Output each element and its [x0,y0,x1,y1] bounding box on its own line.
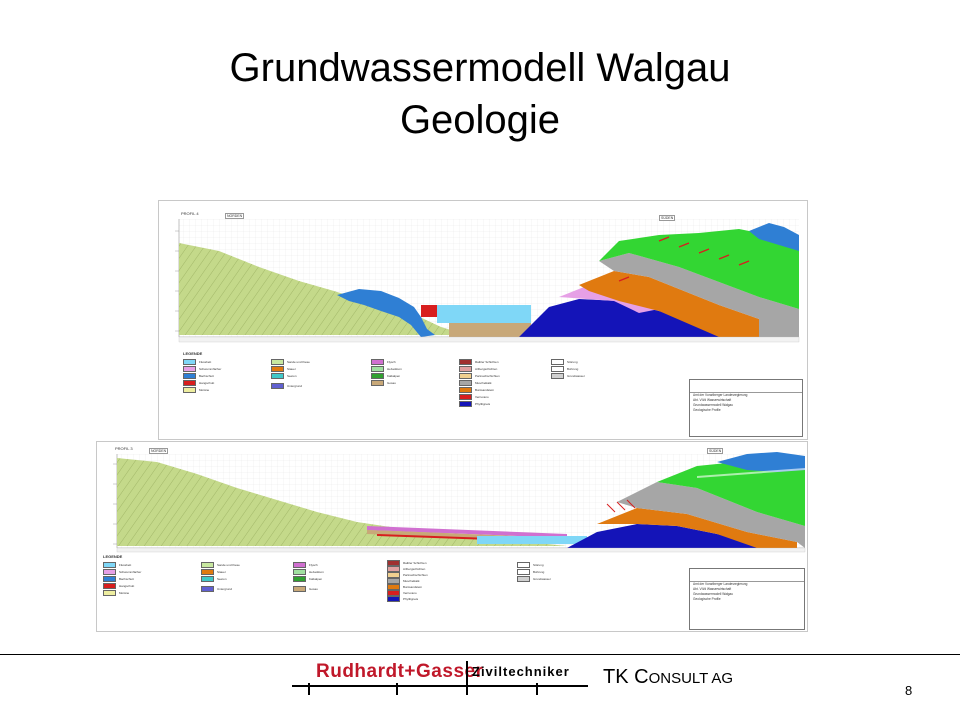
legend-item: Flussbett [103,562,131,568]
profile-bottom-legend-heading: LEGENDE [103,554,123,559]
legend-item: Flussbett [183,359,211,365]
legend-item: Sande und Kiese [201,562,240,568]
ziviltechniker-label: Ziviltechniker [472,664,570,679]
legend-item: Hangschutt [103,583,134,589]
legend-item: Phyllitgneis [387,596,418,602]
legend-item: Störung [551,359,578,365]
fault-block [421,305,437,317]
legend-item: Grundwasser [517,576,551,582]
legend-item: Untergrund [271,383,302,389]
tk-consult-prefix: TK C [603,666,649,688]
page-number: 8 [905,683,913,698]
legend-item: Buntsandstein [459,387,494,393]
valley-layers-pink [367,526,567,538]
legend-item: Gosau [293,586,318,592]
legend-item: Störung [517,562,544,568]
title-line-1: Grundwassermodell Walgau [229,46,731,90]
limestone-top-right [717,452,805,472]
legend-item: Seeton [201,576,227,582]
geological-profile-top: PROFIL 4 NORDEN SÜDEN LEGENDE Flussbett … [158,200,808,440]
legend-item: Flysch [371,359,396,365]
legend-item: Arlbergschichten [387,566,425,572]
legend-item: Stauer [271,366,296,372]
legend-item: Bachschutt [183,373,214,379]
gray-layer [599,253,799,337]
fault-ticks [618,236,750,282]
groundwater-zone [477,536,587,544]
orange-layer [597,508,797,548]
profile-top-north-label: NORDEN [225,213,245,219]
pink-layer [559,285,659,313]
legend-item: Bohrung [551,366,578,372]
slide-title: Grundwassermodell Walgau Geologie [0,42,960,146]
legend-item: Stauer [201,569,226,575]
navy-layer [567,524,757,548]
profile-bottom-north-label: NORDEN [149,448,169,454]
green-layer [657,458,805,526]
legend-item: Bohrung [517,569,544,575]
groundwater-zone [437,305,531,323]
geological-profile-bottom: PROFIL 3 NORDEN SÜDEN LEGENDE Flussbett … [96,441,808,632]
legend-item: Gosau [371,380,396,386]
profile-top-label: PROFIL 4 [181,211,199,216]
legend-item: Schwemmfächer [103,569,141,575]
legend-item: Phyllitgneis [459,401,490,407]
legend-item: Buntsandstein [387,584,422,590]
legend-item: Partnachschichten [459,373,500,379]
navy-layer [519,299,719,337]
limestone-lens-left [337,289,435,337]
title-block-bottom: Amt der Vorarlberger Landesregierung Abt… [689,568,805,630]
legend-item: Kalkalpen [371,373,400,379]
tk-consult-logo: TK CONSULT AG [603,666,733,689]
legend-item: Bachschutt [103,576,134,582]
tk-consult-suffix: ONSULT AG [648,670,734,687]
legend-item: Moräne [103,590,129,596]
legend-item: Partnachschichten [387,572,428,578]
legend-item: Schwemmfächer [183,366,221,372]
legend-item: Raibler Schichten [387,560,427,566]
valley-fill [449,323,531,337]
legend-item: Arlbergschichten [459,366,497,372]
profile-top-south-label: SÜDEN [659,215,676,221]
rudhardt-gasser-name: Rudhardt+Gasser [316,661,484,682]
profile-top-legend-heading: LEGENDE [183,351,203,356]
footer-rule [0,654,960,655]
legend-item: Moräne [183,387,209,393]
legend-item: Muschelkalk [387,578,420,584]
title-line-2: Geologie [399,98,561,142]
legend-item: Untergrund [201,586,232,592]
legend-item: Muschelkalk [459,380,492,386]
orange-layer [579,271,759,337]
legend-item: Sande und Kiese [271,359,310,365]
fault-ticks [606,499,636,513]
profile-bottom-south-label: SÜDEN [707,448,724,454]
legend-item: Kalkalpen [293,576,322,582]
legend-item: Helvetikum [371,366,402,372]
legend-item: Flysch [293,562,318,568]
legend-item: Hangschutt [183,380,214,386]
legend-item: Verrucano [459,394,489,400]
rudhardt-gasser-logo: Rudhardt+Gasser Ziviltechniker [292,661,588,695]
legend-item: Helvetikum [293,569,324,575]
limestone-top-right [749,223,799,251]
legend-item: Verrucano [387,590,417,596]
profile-bottom-label: PROFIL 3 [115,446,133,451]
profile-bottom-drawing [113,452,806,553]
green-layer [599,229,799,309]
legend-item: Raibler Schichten [459,359,499,365]
title-block-top: Amt der Vorarlberger Landesregierung Abt… [689,379,803,437]
profile-top-drawing [175,219,800,343]
legend-item: Grundwasser [551,373,585,379]
legend-item: Seeton [271,373,297,379]
gray-layer [617,482,805,548]
